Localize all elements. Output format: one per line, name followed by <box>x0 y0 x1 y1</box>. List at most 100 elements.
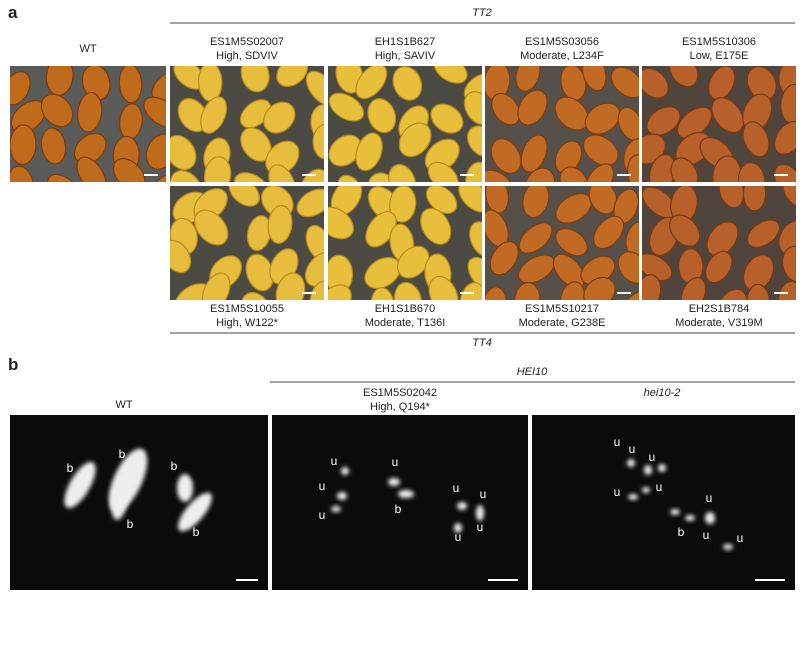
marker-label: u <box>629 442 636 456</box>
seed <box>112 158 146 182</box>
chromosome <box>177 474 193 502</box>
seed <box>328 206 354 240</box>
marker-label: b <box>119 447 126 461</box>
column-title: ES1M5S03056 <box>525 36 599 48</box>
seed <box>668 66 699 88</box>
seed-photo <box>328 66 482 182</box>
column-subtitle: High, SDVIV <box>216 50 278 62</box>
seed <box>10 165 35 182</box>
seed <box>559 166 590 182</box>
seed <box>433 66 468 84</box>
column-title: EH1S1B627 <box>375 36 436 48</box>
seed <box>420 207 452 245</box>
seed <box>304 251 324 287</box>
chromosome <box>642 487 650 493</box>
seed-photo <box>642 186 796 300</box>
seed-photo <box>485 186 639 300</box>
seed <box>228 186 260 207</box>
seed <box>73 132 107 165</box>
seed <box>200 96 228 134</box>
seed <box>170 170 203 182</box>
seed <box>203 156 232 182</box>
seed <box>515 66 541 92</box>
seed-photo <box>170 66 324 182</box>
seed <box>706 221 739 257</box>
panel-label: b <box>8 355 18 374</box>
seed <box>582 134 619 167</box>
seed <box>670 157 699 182</box>
seed <box>337 174 364 182</box>
marker-label: u <box>392 455 399 469</box>
seed <box>554 140 583 174</box>
chromosome <box>628 494 638 500</box>
seed <box>10 71 31 106</box>
chromosome <box>337 492 347 500</box>
seed-photo <box>485 66 639 182</box>
seed-photo <box>642 66 796 182</box>
seed <box>680 277 707 300</box>
seed <box>559 281 586 300</box>
seed <box>193 209 229 246</box>
seed <box>312 123 324 160</box>
seed <box>668 214 701 247</box>
column-title: ES1M5S10217 <box>525 303 599 315</box>
seed <box>469 221 482 258</box>
seed <box>398 122 432 158</box>
column-subtitle: High, W122* <box>216 317 278 329</box>
seed <box>81 66 111 101</box>
marker-label: u <box>649 450 656 464</box>
marker-label: u <box>331 454 338 468</box>
seed <box>676 106 713 139</box>
seed <box>491 92 521 126</box>
seed <box>711 97 745 134</box>
chromosome <box>705 512 715 524</box>
chromosome <box>670 509 680 515</box>
seed <box>782 186 796 210</box>
image-subtitle: High, Q194* <box>370 401 431 413</box>
marker-label: b <box>127 517 134 531</box>
marker-label: b <box>678 525 685 539</box>
micrograph <box>272 415 528 590</box>
marker-label: u <box>319 479 326 493</box>
column-subtitle: High, SAVIV <box>375 50 436 62</box>
chromosome <box>64 461 96 509</box>
seed <box>716 288 748 300</box>
chromosome <box>331 506 341 512</box>
marker-label: u <box>656 480 663 494</box>
marker-label: u <box>706 491 713 505</box>
seed <box>263 101 296 134</box>
marker-label: u <box>453 481 460 495</box>
seed <box>305 224 324 261</box>
column-title: ES1M5S10055 <box>210 303 284 315</box>
seed <box>268 164 297 182</box>
seed <box>328 134 362 167</box>
seed <box>708 66 736 101</box>
seed <box>778 280 796 300</box>
seed <box>621 290 639 300</box>
marker-label: b <box>395 502 402 516</box>
seed <box>145 133 166 170</box>
seed <box>77 91 103 133</box>
chromosome <box>388 478 400 486</box>
seed <box>40 93 74 128</box>
image-title: WT <box>115 399 132 411</box>
chromosome <box>627 459 635 467</box>
column-label: WT <box>79 43 96 55</box>
seed <box>425 186 458 214</box>
column-subtitle: Moderate, V319M <box>675 317 762 329</box>
seed <box>201 272 231 300</box>
column-title: EH1S1B670 <box>375 303 436 315</box>
seed <box>367 98 397 134</box>
panel-label: a <box>8 3 18 22</box>
seed <box>309 280 324 300</box>
seed <box>463 91 482 126</box>
seed <box>781 245 796 283</box>
seed <box>584 102 621 135</box>
chromosome <box>341 467 349 475</box>
seed <box>610 66 639 99</box>
column-title: ES1M5S10306 <box>682 36 756 48</box>
seed-photo <box>170 186 324 300</box>
seed <box>524 167 556 182</box>
seed <box>704 250 733 284</box>
chromosome <box>723 544 733 550</box>
